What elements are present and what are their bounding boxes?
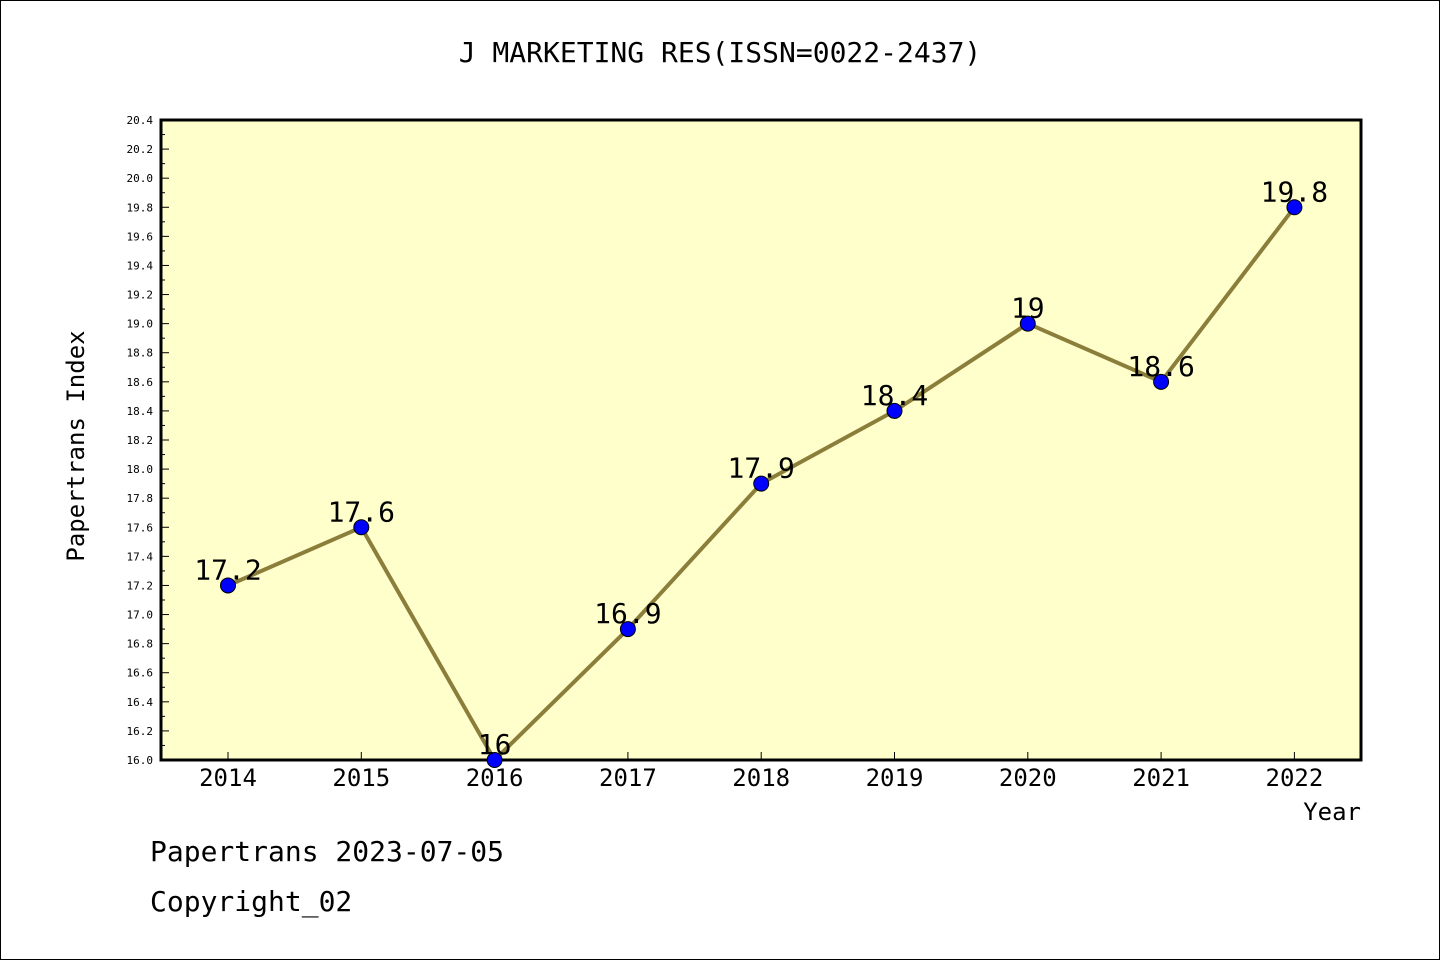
x-tick-label: 2020 xyxy=(999,764,1057,792)
data-point-marker xyxy=(619,621,636,638)
y-tick-label: 20.2 xyxy=(127,143,154,156)
y-tick-label: 19.2 xyxy=(127,289,154,302)
data-point-marker xyxy=(753,475,770,492)
y-tick-label: 18.4 xyxy=(127,405,154,418)
data-label: 17.9 xyxy=(727,452,794,485)
chart-title: J MARKETING RES(ISSN=0022-2437) xyxy=(458,36,982,69)
y-tick-label: 20.4 xyxy=(127,114,154,127)
y-tick-label: 17.0 xyxy=(127,609,154,622)
footer-date: Papertrans 2023-07-05 xyxy=(150,835,505,868)
y-tick-label: 16.8 xyxy=(127,638,154,651)
data-point-marker xyxy=(353,519,370,536)
y-axis-ticks: 16.0 16.2 16.4 16.6 16.8 17.0 17.2 17.4 17.6 17.8… xyxy=(127,114,169,767)
y-tick-label: 18.0 xyxy=(127,463,154,476)
data-label: 19 xyxy=(1011,292,1045,325)
data-point-marker xyxy=(1286,199,1303,216)
y-tick-label: 19.0 xyxy=(127,318,154,331)
x-tick-label: 2016 xyxy=(466,764,524,792)
data-point-marker xyxy=(220,577,236,594)
y-tick-label: 16.4 xyxy=(127,696,154,709)
y-tick-label: 19.4 xyxy=(127,259,154,272)
y-tick-label: 17.4 xyxy=(127,550,154,563)
y-tick-label: 18.2 xyxy=(127,434,154,447)
x-tick-label: 2015 xyxy=(332,764,390,792)
y-tick-label: 18.8 xyxy=(127,347,154,360)
y-tick-label: 19.6 xyxy=(127,230,154,243)
y-tick-label: 20.0 xyxy=(127,172,154,185)
y-tick-label: 19.8 xyxy=(127,201,154,214)
y-tick-label: 16.2 xyxy=(127,725,154,738)
x-axis-title: Year xyxy=(1303,798,1361,826)
data-label: 16 xyxy=(478,728,512,761)
data-label: 18.6 xyxy=(1127,350,1194,383)
data-point-marker xyxy=(1019,315,1036,332)
plot-area xyxy=(159,118,1363,762)
data-label: 17.6 xyxy=(328,495,395,528)
series-markers xyxy=(220,199,1303,768)
data-label: 17.2 xyxy=(194,553,261,586)
data-point-marker xyxy=(1153,373,1170,390)
x-tick-label: 2021 xyxy=(1132,764,1190,792)
data-label: 19.8 xyxy=(1261,175,1328,208)
x-tick-label: 2017 xyxy=(599,764,657,792)
data-labels: 17.2 17.6 16 16.9 17.9 18.4 19 18.6 19.8 xyxy=(194,175,1328,761)
y-tick-label: 17.2 xyxy=(127,579,154,592)
y-tick-label: 17.6 xyxy=(127,521,154,534)
data-label: 16.9 xyxy=(594,597,661,630)
x-tick-label: 2022 xyxy=(1266,764,1324,792)
data-point-marker xyxy=(486,752,503,768)
x-tick-label: 2019 xyxy=(866,764,924,792)
x-axis-ticks: 2014 2015 2016 2017 2018 2019 2020 2021 2022 xyxy=(199,752,1323,792)
y-axis-title: Papertrans Index xyxy=(62,330,90,561)
y-tick-label: 16.0 xyxy=(127,754,154,767)
x-tick-label: 2014 xyxy=(199,764,257,792)
y-tick-label: 18.6 xyxy=(127,376,154,389)
y-tick-label: 17.8 xyxy=(127,492,154,505)
x-tick-label: 2018 xyxy=(732,764,790,792)
footer-copyright: Copyright_02 xyxy=(150,885,353,918)
y-tick-label: 16.6 xyxy=(127,667,154,680)
data-label: 18.4 xyxy=(861,379,928,412)
data-point-marker xyxy=(886,402,903,419)
